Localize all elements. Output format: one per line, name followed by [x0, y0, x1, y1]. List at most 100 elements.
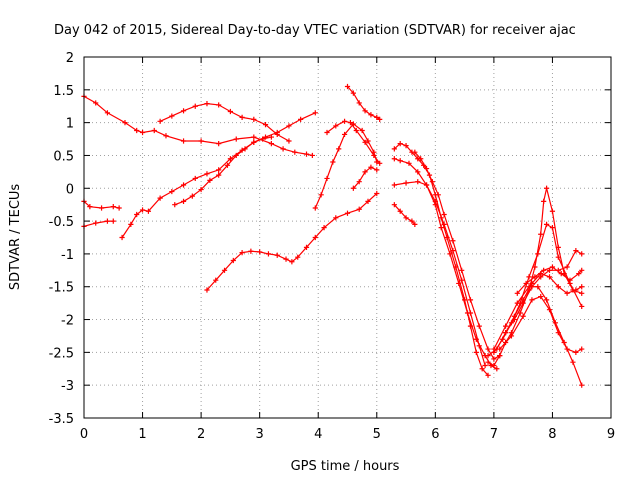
- data-point: [555, 284, 561, 290]
- data-point: [233, 152, 239, 159]
- data-point: [432, 202, 438, 208]
- data-point: [391, 156, 397, 162]
- data-point: [374, 190, 380, 197]
- data-point: [198, 138, 204, 144]
- data-point: [259, 136, 266, 142]
- data-point: [280, 146, 286, 152]
- data-point: [415, 169, 421, 175]
- data-point: [180, 182, 187, 188]
- data-point: [324, 129, 330, 136]
- data-point: [541, 267, 547, 273]
- y-tick-label: -0.5: [49, 215, 74, 230]
- series-line: [487, 188, 582, 367]
- y-tick-label: -2.5: [49, 346, 74, 361]
- series-line: [499, 295, 582, 354]
- ticks: [83, 56, 612, 419]
- data-point: [415, 179, 421, 185]
- data-point: [98, 205, 105, 211]
- data-point: [330, 159, 336, 165]
- data-point: [344, 210, 351, 216]
- data-point: [374, 114, 380, 120]
- data-point: [485, 372, 491, 378]
- data-point: [257, 249, 263, 255]
- data-point: [573, 287, 579, 293]
- data-point: [233, 136, 239, 142]
- x-tick-label: 8: [548, 427, 556, 442]
- data-point: [514, 290, 520, 296]
- data-point: [157, 118, 163, 124]
- data-point: [242, 146, 248, 152]
- y-axis-title: SDTVAR / TECUs: [8, 184, 23, 291]
- data-point: [268, 141, 274, 147]
- data-point: [312, 110, 318, 116]
- data-point: [555, 254, 561, 260]
- data-point: [362, 169, 368, 175]
- data-point: [312, 205, 318, 211]
- data-point: [543, 221, 550, 227]
- data-point: [543, 185, 550, 191]
- data-point: [397, 158, 403, 164]
- data-point: [362, 139, 368, 145]
- series-line: [505, 249, 582, 334]
- data-point: [309, 152, 315, 159]
- data-point: [283, 256, 289, 262]
- data-point: [447, 251, 453, 257]
- x-axis-title: GPS time / hours: [291, 459, 400, 474]
- data-point: [564, 264, 570, 270]
- data-point: [230, 257, 236, 264]
- data-point: [511, 316, 517, 323]
- data-point: [418, 156, 424, 162]
- data-point: [538, 274, 544, 280]
- x-tick-label: 7: [490, 427, 498, 442]
- data-point: [579, 284, 585, 290]
- data-point: [289, 259, 295, 265]
- tick-labels: 0 1 2 3 4 5 6 7 8 9 -3.5 -3 -2.5 -2 -1.5 -1 -0.5 0 0.5 1 1.5…: [49, 51, 616, 442]
- data-point: [359, 127, 365, 134]
- y-tick-label: 0.5: [53, 149, 74, 164]
- data-point: [406, 160, 412, 166]
- data-point: [104, 110, 111, 116]
- data-point: [438, 225, 444, 231]
- data-point: [535, 284, 541, 290]
- data-point: [286, 138, 292, 144]
- data-point: [573, 248, 579, 254]
- data-series: [514, 264, 585, 296]
- data-point: [344, 83, 351, 90]
- data-point: [292, 149, 298, 155]
- data-point: [365, 138, 371, 144]
- data-point: [579, 251, 585, 257]
- data-point: [473, 336, 479, 342]
- data-point: [576, 271, 582, 277]
- data-point: [87, 204, 93, 210]
- data-point: [403, 180, 409, 186]
- data-point: [371, 152, 377, 159]
- data-series: [324, 118, 383, 166]
- data-point: [216, 102, 222, 108]
- data-point: [543, 297, 550, 303]
- data-point: [409, 218, 415, 224]
- data-point: [268, 134, 274, 140]
- data-point: [377, 160, 383, 166]
- data-point: [579, 303, 585, 310]
- data-point: [216, 172, 222, 178]
- data-point: [479, 366, 485, 372]
- chart-title: Day 042 of 2015, Sidereal Day-to-day VTE…: [54, 23, 576, 38]
- data-point: [532, 274, 538, 280]
- data-series: [497, 293, 585, 355]
- series-line: [159, 102, 290, 142]
- data-point: [564, 346, 570, 352]
- data-point: [110, 204, 116, 210]
- series-line: [206, 193, 378, 291]
- data-point: [473, 349, 479, 355]
- data-point: [221, 267, 228, 273]
- data-point: [570, 359, 576, 365]
- data-point: [356, 206, 362, 212]
- data-point: [151, 127, 157, 134]
- x-tick-label: 2: [197, 427, 205, 442]
- data-point: [204, 287, 210, 293]
- data-point: [482, 362, 488, 369]
- data-point: [333, 123, 339, 129]
- data-point: [549, 225, 556, 231]
- data-point: [523, 280, 529, 287]
